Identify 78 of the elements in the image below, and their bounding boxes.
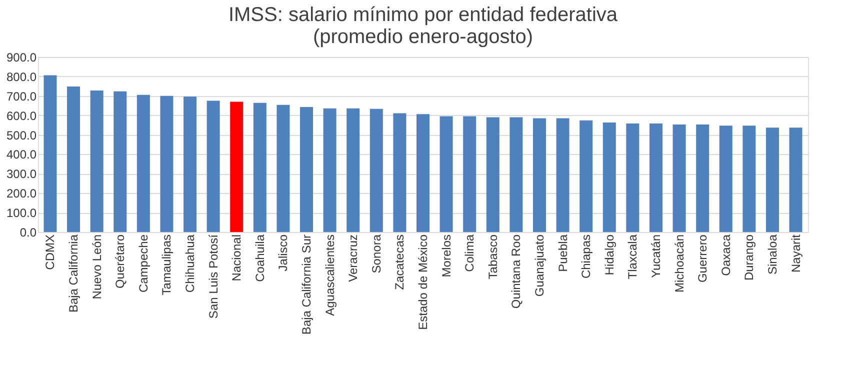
- y-tick-label: 0.0: [20, 226, 37, 240]
- bar: [719, 126, 732, 232]
- text: IMSS: salario mínimo por entidad federativa: [228, 4, 618, 26]
- x-tick-label: Nuevo León: [90, 234, 104, 300]
- x-tick-label: Sonora: [369, 234, 384, 274]
- x-tick-label: Guanajuato: [532, 234, 546, 297]
- bar: [626, 124, 640, 232]
- x-tick-label: Coahuila: [252, 234, 267, 282]
- bar: [672, 124, 686, 232]
- x-tick-label: Nayarit: [788, 234, 803, 273]
- y-tick-label: 200.0: [6, 186, 37, 201]
- y-tick-label: 300.0: [6, 167, 37, 182]
- y-tick-label: 800.0: [6, 70, 37, 84]
- bar: [532, 118, 546, 232]
- bar: [44, 75, 57, 232]
- x-tick-label: Michoacán: [672, 234, 686, 293]
- x-tick-label: Nacional: [230, 234, 244, 282]
- bar: [90, 90, 104, 232]
- x-tick-label: Baja California Sur: [300, 234, 314, 335]
- bar: [160, 96, 174, 232]
- bar: [323, 108, 336, 232]
- y-tick-label: 700.0: [6, 89, 37, 104]
- bar: [416, 114, 430, 232]
- x-tick-label: Tabasco: [486, 234, 500, 280]
- bar: [67, 86, 80, 232]
- bar: [742, 126, 756, 232]
- x-tick-label: Puebla: [556, 234, 570, 272]
- x-tick-label: Tamaulipas: [160, 234, 174, 296]
- x-tick-label: Quintana Roo: [509, 234, 524, 309]
- bar: [276, 104, 290, 232]
- bar: [300, 106, 314, 232]
- x-tick-label: Chiapas: [579, 234, 594, 279]
- x-tick-label: Sinaloa: [765, 234, 780, 275]
- bar: [649, 124, 662, 232]
- x-tick-label: Querétaro: [113, 234, 128, 289]
- x-tick-label: Baja California: [66, 234, 81, 313]
- bar: [510, 117, 523, 232]
- bar: [580, 120, 593, 232]
- y-tick-label: 900.0: [6, 50, 37, 64]
- x-tick-label: Durango: [742, 234, 756, 281]
- x-tick-label: Guerrero: [696, 234, 710, 283]
- x-tick-label: CDMX: [43, 234, 58, 270]
- bar: [370, 108, 383, 232]
- bar: [789, 128, 802, 232]
- bar: [696, 124, 710, 232]
- bar: [346, 108, 360, 232]
- y-tick-label: 600.0: [6, 108, 37, 123]
- x-tick-label: Aguascalientes: [322, 234, 337, 316]
- bar: [184, 96, 197, 232]
- bar: [253, 102, 266, 232]
- x-tick-label: San Luis Potosí: [206, 234, 220, 319]
- x-tick-label: Zacatecas: [392, 234, 407, 290]
- x-tick-label: Hidalgo: [602, 234, 616, 276]
- y-tick-label: 100.0: [6, 206, 37, 220]
- bar: [766, 128, 779, 232]
- y-tick-label: 500.0: [6, 128, 37, 142]
- bar: [463, 116, 476, 232]
- bar: [602, 122, 616, 232]
- x-tick-label: Oaxaca: [718, 234, 733, 276]
- y-tick-label: 400.0: [6, 148, 37, 162]
- bar: [114, 91, 127, 232]
- x-tick-label: Chihuahua: [183, 234, 198, 293]
- x-tick-label: Morelos: [439, 234, 454, 278]
- x-tick-label: Tlaxcala: [626, 234, 640, 280]
- bar: [393, 113, 406, 232]
- x-tick-label: Colima: [462, 234, 477, 272]
- x-tick-label: Estado de México: [416, 234, 430, 330]
- bar: [230, 102, 244, 232]
- bar: [486, 117, 500, 232]
- x-tick-label: Campeche: [136, 234, 150, 293]
- x-tick-label: Jalisco: [276, 234, 290, 272]
- bar: [556, 118, 570, 232]
- x-tick-label: Yucatán: [648, 234, 663, 278]
- text: (promedio enero-agosto): [312, 26, 534, 48]
- bar: [440, 116, 453, 232]
- bar: [206, 100, 220, 232]
- bar: [136, 94, 150, 232]
- x-tick-label: Veracruz: [346, 234, 360, 282]
